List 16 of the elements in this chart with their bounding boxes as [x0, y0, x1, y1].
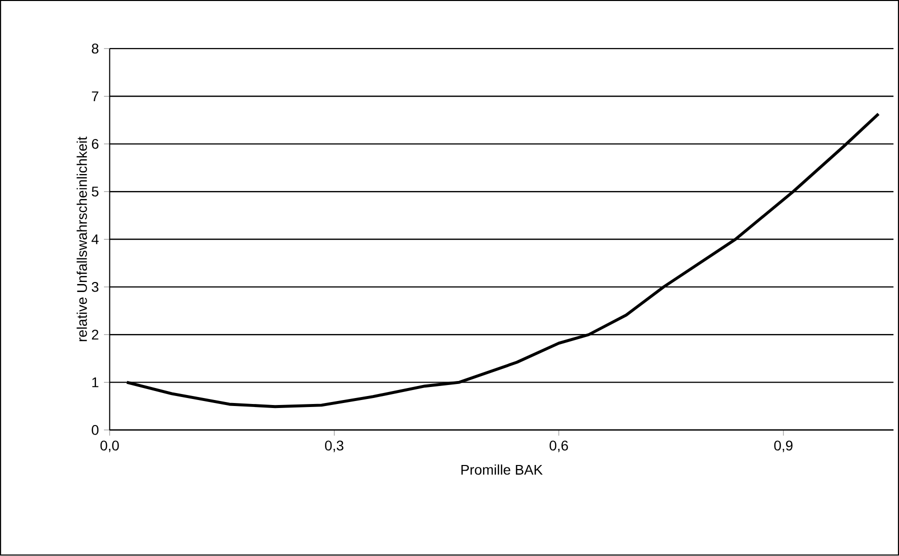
y-tick-label: 6	[92, 139, 98, 150]
y-tick-label: 3	[92, 282, 98, 292]
x-tick-label: 0,0	[100, 440, 119, 452]
line-series	[125, 112, 880, 408]
y-tick-label: 5	[92, 186, 98, 197]
y-tick-label: 8	[92, 44, 98, 54]
y-tick-label: 7	[92, 92, 98, 102]
y-axis-title: relative Unfallswahrscheinlichkeit	[76, 136, 87, 342]
y-tick-label: 4	[92, 234, 99, 244]
x-tick-label: 0,9	[774, 440, 792, 452]
y-tick-label: 0	[92, 425, 98, 436]
x-tick-label: 0,3	[325, 440, 344, 452]
x-tick-label: 0,6	[550, 440, 568, 452]
y-tick-label: 1	[92, 378, 98, 388]
y-tick-label: 2	[92, 330, 98, 340]
x-axis-title: Promille BAK	[461, 464, 543, 475]
